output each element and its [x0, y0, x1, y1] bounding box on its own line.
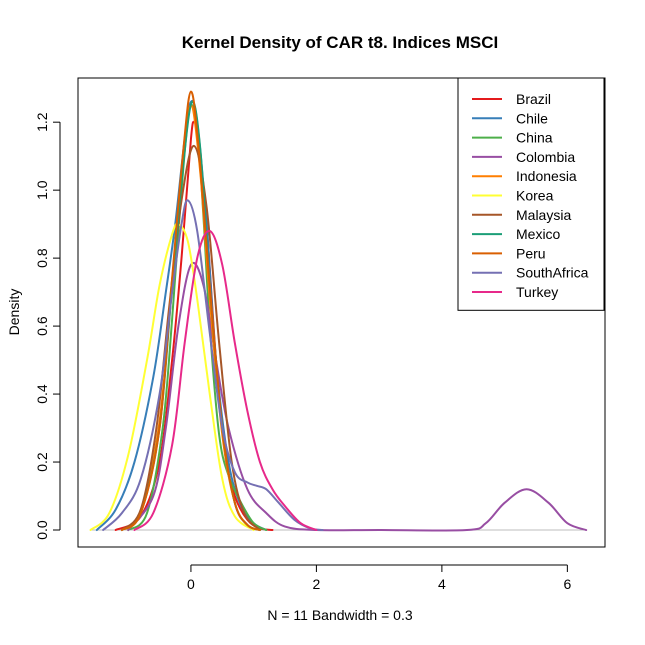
x-tick-label: 4 [438, 576, 446, 592]
legend-label-peru: Peru [516, 245, 546, 261]
legend-label-colombia: Colombia [516, 149, 575, 165]
legend-label-malaysia: Malaysia [516, 207, 571, 223]
x-axis-label: N = 11 Bandwidth = 0.3 [267, 607, 412, 623]
legend-label-turkey: Turkey [516, 284, 558, 300]
legend-box [457, 77, 605, 311]
plot-frame [77, 77, 606, 548]
y-tick-label: 0.6 [34, 316, 50, 336]
density-curve-peru [120, 90, 261, 532]
legend-label-korea: Korea [516, 188, 554, 204]
y-tick-label: 0.0 [34, 520, 50, 540]
legend-label-china: China [516, 130, 553, 146]
y-tick-label: 0.8 [34, 248, 50, 268]
y-axis: 0.0 0.2 0.4 0.6 0.8 1.0 1.2 [34, 112, 61, 540]
x-tick-label: 2 [313, 576, 321, 592]
legend-label-brazil: Brazil [516, 91, 551, 107]
x-tick-label: 6 [563, 576, 571, 592]
y-tick-label: 0.4 [34, 384, 50, 404]
y-tick-label: 1.0 [34, 180, 50, 200]
legend: Brazil Chile China Colombia Indonesia Korea Ma… [457, 77, 605, 311]
legend-label-chile: Chile [516, 110, 548, 126]
density-curve-southafrica [102, 199, 324, 532]
density-curve-colombia [127, 262, 588, 532]
density-curve-china [127, 103, 268, 532]
y-tick-label: 1.2 [34, 112, 50, 132]
chart-title: Kernel Density of CAR t8. Indices MSCI [182, 33, 498, 52]
y-axis-label: Density [6, 289, 22, 336]
density-curves [89, 90, 588, 532]
y-tick-label: 0.2 [34, 452, 50, 472]
x-tick-label: 0 [187, 576, 195, 592]
density-curve-brazil [114, 119, 274, 532]
legend-label-mexico: Mexico [516, 226, 561, 242]
legend-label-southafrica: SouthAfrica [516, 265, 589, 281]
legend-label-indonesia: Indonesia [516, 168, 577, 184]
x-axis: 0 2 4 6 [187, 564, 571, 592]
density-curve-turkey [133, 229, 318, 532]
